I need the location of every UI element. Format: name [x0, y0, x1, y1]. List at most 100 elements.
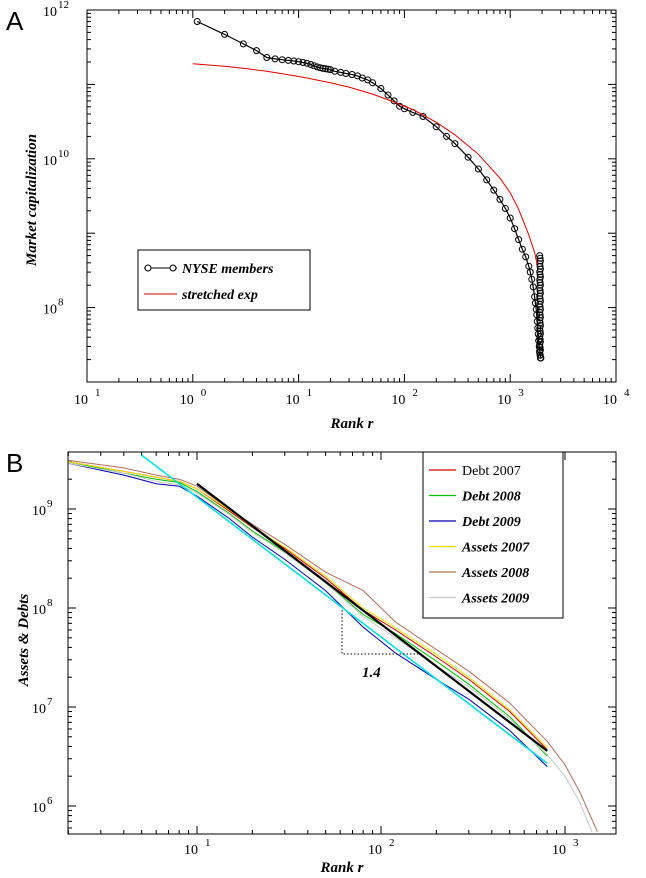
legend-a [137, 249, 311, 311]
data-point-a [193, 18, 201, 25]
data-point-a [464, 153, 472, 161]
data-point-a [536, 327, 544, 335]
data-point-a [310, 62, 318, 70]
x-tick-label-a: 10 [603, 393, 617, 408]
x-tick-label-a: 10 [497, 393, 511, 408]
y-tick-label-b: 10 [32, 603, 46, 618]
legend-label-b: Assets 2009 [461, 592, 529, 607]
data-point-a [290, 57, 298, 65]
y-tick-label-b: 10 [32, 504, 46, 519]
data-point-a [501, 205, 509, 212]
data-point-a [536, 306, 544, 313]
y-tick-label-a: 10 [43, 5, 57, 20]
slope-annotation: 1.4 [362, 665, 381, 681]
data-point-a [536, 349, 544, 357]
data-point-a [303, 59, 311, 67]
x-tick-exp-a: 4 [624, 387, 630, 399]
y-tick-exp-b: 7 [47, 696, 53, 708]
data-point-a [384, 91, 392, 99]
data-point-a [239, 40, 247, 48]
x-tick-label-a: 10 [391, 393, 405, 408]
data-point-a [474, 165, 482, 173]
data-point-a [536, 257, 544, 265]
y-tick-exp-a: 12 [58, 0, 69, 11]
data-point-a [536, 265, 544, 273]
x-tick-exp-b: 3 [573, 837, 579, 849]
y-tick-label-a: 10 [43, 303, 57, 318]
data-point-a [536, 338, 544, 346]
x-axis-title-b: Rank r [320, 860, 364, 876]
y-tick-label-b: 10 [32, 801, 46, 816]
data-point-a [271, 55, 279, 63]
legend-item-nyse: NYSE members [144, 262, 274, 277]
y-tick-label-a: 10 [43, 154, 57, 169]
x-tick-exp-b: 1 [205, 837, 211, 849]
legend-label-nyse: NYSE members [181, 262, 274, 277]
data-point-a [536, 252, 544, 260]
y-tick-exp-a: 10 [58, 148, 70, 160]
legend-label-stretched-exp: stretched exp [181, 288, 258, 303]
data-point-a [490, 186, 498, 194]
y-tick-exp-b: 8 [47, 597, 53, 609]
x-tick-label-b: 10 [552, 843, 566, 858]
data-point-a [526, 268, 534, 276]
data-point-a [536, 281, 544, 289]
data-point-a [536, 343, 544, 351]
panel-label-a: A [6, 6, 24, 36]
data-point-a [253, 47, 260, 55]
x-tick-exp-a: 0 [201, 387, 207, 399]
panel-label-b: B [6, 448, 23, 478]
legend-label-b: Assets 2007 [461, 541, 530, 556]
series-line-b [68, 461, 548, 748]
y-tick-exp-a: 8 [58, 297, 64, 309]
data-point-a [515, 236, 523, 244]
data-point-a [536, 297, 544, 305]
data-point-a [536, 292, 544, 300]
legend-b-items: Debt 2007 Debt 2008 Debt 2009 Assets 2007 As… [429, 464, 530, 607]
legend-label-b: Debt 2007 [462, 464, 521, 479]
data-point-a [299, 59, 307, 66]
data-point-a [536, 295, 544, 303]
y-tick-exp-b: 6 [47, 795, 53, 807]
data-point-a [536, 354, 544, 362]
x-tick-label-b: 10 [184, 843, 198, 858]
series-a [192, 18, 545, 362]
data-point-a [536, 276, 544, 284]
data-point-a [322, 65, 330, 73]
data-point-a [529, 283, 537, 291]
x-tick-exp-a: 1 [307, 387, 313, 399]
x-axis-title-a: Rank r [330, 416, 374, 432]
data-point-a [536, 341, 544, 348]
data-point-a [518, 245, 526, 253]
data-point-a [506, 214, 514, 222]
data-point-a [536, 324, 544, 332]
data-point-a [536, 308, 544, 316]
data-point-a [536, 284, 544, 292]
data-point-a [536, 254, 544, 262]
data-point-a [528, 275, 536, 283]
series-line-a [192, 63, 538, 265]
x-tick-label-a: 10 [286, 393, 300, 408]
legend-label-b: Assets 2008 [461, 566, 529, 581]
y-axis-title-b: Assets & Debts [16, 594, 32, 688]
y-tick-label-b: 10 [32, 702, 46, 717]
series-line-b [68, 462, 548, 767]
data-point-a [377, 85, 385, 92]
data-point-a [536, 314, 544, 322]
data-point-a [536, 316, 544, 324]
x-tick-exp-b: 2 [389, 837, 395, 849]
data-point-a [536, 262, 544, 270]
legend-item-stretched-exp: stretched exp [144, 288, 258, 303]
data-point-a [536, 351, 544, 359]
data-point-a [432, 123, 440, 131]
data-point-a [536, 332, 544, 340]
legend-label-b: Debt 2009 [461, 515, 521, 530]
data-point-a [295, 58, 303, 66]
x-tick-label-b: 10 [368, 843, 382, 858]
plot-frame-a [86, 9, 617, 383]
series-line-b [141, 454, 548, 764]
series-line-b [68, 459, 598, 832]
data-point-a [536, 268, 544, 276]
data-point-a [536, 330, 544, 338]
